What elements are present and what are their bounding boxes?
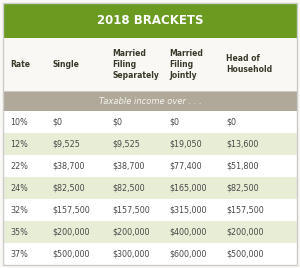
Text: $200,000: $200,000 xyxy=(112,228,150,237)
Text: $38,700: $38,700 xyxy=(52,162,85,171)
Text: 24%: 24% xyxy=(11,184,28,193)
FancyBboxPatch shape xyxy=(3,133,297,155)
Text: Head of
Household: Head of Household xyxy=(226,54,273,75)
Text: $315,000: $315,000 xyxy=(169,206,207,215)
Text: 35%: 35% xyxy=(11,228,28,237)
Text: $82,500: $82,500 xyxy=(226,184,259,193)
Text: 2018 BRACKETS: 2018 BRACKETS xyxy=(97,14,203,27)
Text: $19,050: $19,050 xyxy=(169,140,202,149)
Text: $82,500: $82,500 xyxy=(52,184,85,193)
FancyBboxPatch shape xyxy=(3,177,297,199)
Text: $0: $0 xyxy=(112,118,122,127)
Text: $157,500: $157,500 xyxy=(52,206,90,215)
Text: $500,000: $500,000 xyxy=(52,250,90,259)
Text: $77,400: $77,400 xyxy=(169,162,202,171)
Text: $51,800: $51,800 xyxy=(226,162,259,171)
Text: $38,700: $38,700 xyxy=(112,162,145,171)
FancyBboxPatch shape xyxy=(3,111,297,133)
Text: Taxable income over . . .: Taxable income over . . . xyxy=(99,97,201,106)
Text: $157,500: $157,500 xyxy=(226,206,264,215)
Text: 37%: 37% xyxy=(11,250,28,259)
FancyBboxPatch shape xyxy=(3,155,297,177)
Text: 32%: 32% xyxy=(11,206,28,215)
Text: $13,600: $13,600 xyxy=(226,140,259,149)
Text: $0: $0 xyxy=(52,118,62,127)
Text: $400,000: $400,000 xyxy=(169,228,207,237)
Text: $0: $0 xyxy=(226,118,236,127)
Text: $9,525: $9,525 xyxy=(52,140,80,149)
Text: 10%: 10% xyxy=(11,118,28,127)
Text: Single: Single xyxy=(52,60,80,69)
FancyBboxPatch shape xyxy=(3,221,297,243)
Text: $82,500: $82,500 xyxy=(112,184,145,193)
Text: $600,000: $600,000 xyxy=(169,250,207,259)
Text: Married
Filing
Separately: Married Filing Separately xyxy=(112,49,159,80)
Text: $165,000: $165,000 xyxy=(169,184,207,193)
Text: $500,000: $500,000 xyxy=(226,250,264,259)
Text: $9,525: $9,525 xyxy=(112,140,140,149)
Text: $0: $0 xyxy=(169,118,179,127)
Text: $200,000: $200,000 xyxy=(52,228,90,237)
FancyBboxPatch shape xyxy=(3,91,297,111)
FancyBboxPatch shape xyxy=(3,243,297,265)
Text: $157,500: $157,500 xyxy=(112,206,150,215)
Text: $300,000: $300,000 xyxy=(112,250,150,259)
FancyBboxPatch shape xyxy=(3,199,297,221)
FancyBboxPatch shape xyxy=(3,3,297,38)
Text: Married
Filing
Jointly: Married Filing Jointly xyxy=(169,49,203,80)
Text: 22%: 22% xyxy=(11,162,28,171)
Text: 12%: 12% xyxy=(11,140,28,149)
Text: $200,000: $200,000 xyxy=(226,228,264,237)
Text: Rate: Rate xyxy=(11,60,31,69)
